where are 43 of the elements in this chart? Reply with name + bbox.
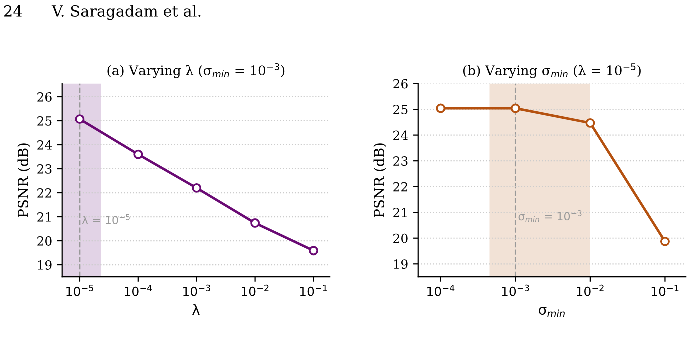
- x-tick-label: 10$^{−3}$: [502, 284, 530, 296]
- y-tick-label: 19: [394, 260, 408, 270]
- y-tick-label: 24: [394, 130, 408, 140]
- point: [436, 104, 446, 114]
- x-tick-label: 10$^{−2}$: [242, 284, 269, 296]
- y-axis-title: PSNR (dB): [18, 144, 30, 218]
- y-tick-label: 24: [38, 140, 52, 150]
- y-axis-title: PSNR (dB): [374, 144, 386, 218]
- y-tick-label: 22: [394, 182, 408, 192]
- chart-title: (b) Varying σ$_{min}$ (λ = 10$^{−5}$): [463, 64, 641, 78]
- y-tick-label: 26: [38, 92, 52, 102]
- point: [309, 246, 318, 256]
- y-tick-label: 20: [394, 234, 408, 244]
- y-tick-label: 21: [38, 212, 51, 222]
- y-tick-label: 23: [38, 164, 52, 174]
- chart-title: (a) Varying λ (σ$_{min}$ = 10$^{−3}$): [108, 63, 285, 78]
- annotation: σ$_{min}$ = 10$^{−3}$: [518, 210, 582, 222]
- point: [250, 218, 260, 228]
- x-tick-label: 10$^{−3}$: [184, 284, 210, 296]
- x-tick-label: 10$^{−5}$: [66, 284, 94, 296]
- x-tick-label: 10$^{−1}$: [652, 284, 679, 296]
- point: [660, 237, 670, 246]
- y-tick-label: 25: [394, 105, 408, 114]
- y-tick-label: 25: [38, 116, 52, 126]
- x-axis-title: σ$_{min}$: [539, 307, 565, 318]
- x-axis-title: λ: [192, 304, 200, 315]
- point: [134, 150, 144, 160]
- x-tick-label: 10$^{−4}$: [428, 284, 455, 296]
- x-tick-label: 10$^{−4}$: [125, 284, 152, 296]
- point: [192, 183, 202, 193]
- x-tick-label: 10$^{−2}$: [577, 284, 604, 296]
- y-tick-label: 23: [394, 156, 408, 166]
- y-tick-label: 22: [38, 188, 52, 198]
- point: [510, 104, 520, 114]
- y-tick-label: 20: [38, 236, 52, 246]
- text: 24 V. Saragadam et al.: [4, 5, 201, 20]
- x-tick-label: 10$^{−1}$: [300, 284, 328, 296]
- point: [75, 114, 85, 124]
- y-tick-label: 21: [394, 208, 407, 218]
- y-tick-label: 19: [38, 260, 52, 270]
- point: [586, 118, 596, 128]
- ref-line-label: λ = 10$^{−5}$: [82, 214, 130, 225]
- y-tick-label: 26: [394, 79, 408, 89]
